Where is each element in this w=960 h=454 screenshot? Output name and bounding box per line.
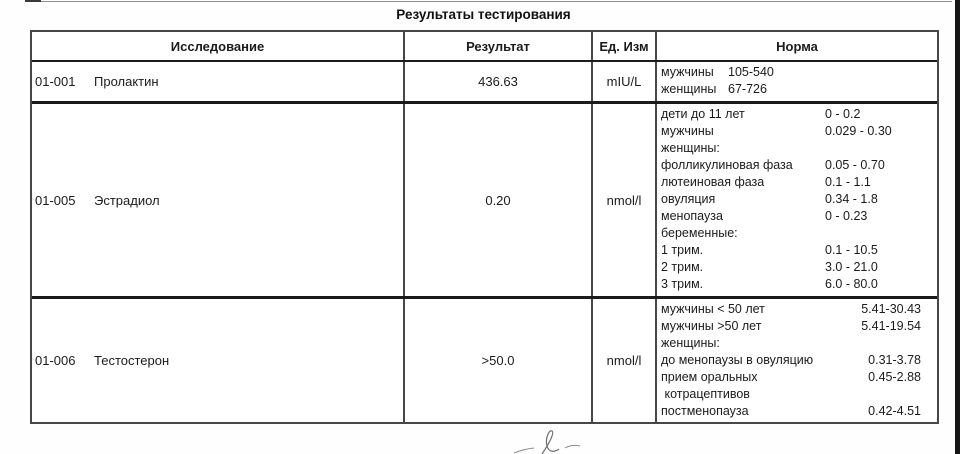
result-cell: >50.0 [403,299,591,422]
norm-line: фолликулиновая фаза 0.05 - 0.70 [661,157,935,174]
norm-label: мужчины [661,124,714,138]
norm-line: 1 трим. 0.1 - 10.5 [661,242,935,259]
norm-value: 67-726 [728,82,767,96]
test-name: Пролактин [94,74,159,89]
norm-value: 5.41-30.43 [861,302,921,316]
norm-line: женщины 67-726 [661,81,935,98]
norm-label: постменопауза [661,404,749,418]
norm-line: овуляция 0.34 - 1.8 [661,191,935,208]
norm-value: 5.41-19.54 [861,319,921,333]
norm-label: женщины: [661,141,720,155]
result-cell: 0.20 [403,104,591,296]
test-code: 01-006 [35,353,76,368]
norm-label: мужчины >50 лет [661,319,762,333]
norm-cell: мужчины < 50 лет 5.41-30.43 мужчины >50 л… [655,299,937,422]
norm-label: 2 трим. [661,260,704,274]
norm-line: 2 трим. 3.0 - 21.0 [661,259,935,276]
norm-cell: мужчины 105-540 женщины 67-726 [655,62,937,101]
test-name: Эстрадиол [94,192,160,208]
result-cell: 436.63 [403,62,591,101]
unit-cell: nmol/l [591,104,655,296]
page-title: Результаты тестирования [396,7,571,22]
norm-label: беременные: [661,226,738,240]
top-divider-accent [25,0,41,2]
col-header-test: Исследование [170,38,265,54]
norm-label: до менопаузы в овуляцию [661,353,817,367]
norm-line: 3 трим. 6.0 - 80.0 [661,276,935,293]
norm-line: прием оральных 0.45-2.88 [661,369,921,386]
norm-line: лютеиновая фаза 0.1 - 1.1 [661,174,935,191]
norm-line: дети до 11 лет 0 - 0.2 [661,106,935,123]
norm-label: мужчины < 50 лет [661,302,765,316]
norm-label: 3 трим. [661,277,704,291]
unit-cell: mIU/L [591,62,655,101]
norm-value: 0.1 - 1.1 [825,175,871,189]
table-row-estradiol: 01-005 Эстрадиол 0.20 nmol/l дети до 11 … [32,101,937,296]
norm-value: 6.0 - 80.0 [825,277,878,291]
table-row-prolactin: 01-001 Пролактин 436.63 mIU/L мужчины 105… [32,60,937,101]
unit-cell: nmol/l [591,299,655,422]
norm-line: постменопауза 0.42-4.51 [661,403,921,420]
norm-value: 0 - 0.23 [825,209,868,223]
norm-value [825,140,935,157]
norm-value: 0 - 0.2 [825,107,861,121]
norm-value [825,225,935,242]
norm-label: фолликулиновая фаза [661,158,793,172]
norm-label: лютеиновая фаза [661,175,765,189]
top-divider-line [25,1,952,2]
norm-value: 0.42-4.51 [868,404,921,418]
norm-value: 0.029 - 0.30 [825,124,892,138]
norm-label: овуляция [661,192,716,206]
norm-label: 1 трим. [661,243,704,257]
norm-value: 105-540 [728,65,774,79]
norm-line: до менопаузы в овуляцию 0.31-3.78 [661,352,921,369]
table-row-testosterone: 01-006 Тестостерон >50.0 nmol/l мужчины … [32,296,937,422]
test-code: 01-005 [35,192,76,208]
test-cell: 01-005 Эстрадиол [32,104,403,296]
table-header-row: Исследование Результат Ед. Изм Норма [32,32,937,60]
norm-value: 0.31-3.78 [868,353,921,367]
norm-line: мужчины < 50 лет 5.41-30.43 [661,301,921,318]
norm-label: менопауза [661,209,723,223]
norm-label: прием оральных [661,370,758,384]
test-cell: 01-006 Тестостерон [32,299,403,422]
test-cell: 01-001 Пролактин [32,62,403,101]
norm-label: женщины: [661,336,720,350]
norm-label: дети до 11 лет [661,107,745,121]
norm-label: котрацептивов [661,387,750,401]
norm-line: мужчины 105-540 [661,64,935,81]
col-header-norm: Норма [655,32,937,60]
norm-line: женщины: [661,140,935,157]
signature-scribble [512,427,602,454]
norm-value: 0.05 - 0.70 [825,158,885,172]
norm-line: беременные: [661,225,935,242]
norm-value: 0.45-2.88 [868,370,921,384]
norm-line: мужчины 0.029 - 0.30 [661,123,935,140]
norm-cell: дети до 11 лет 0 - 0.2 мужчины 0.029 - 0.3… [655,104,937,296]
test-name: Тестостерон [94,353,170,368]
norm-value: 3.0 - 21.0 [825,260,878,274]
norm-label: мужчины [661,65,714,79]
norm-label: женщины [661,82,717,96]
norm-line: котрацептивов [661,386,921,403]
window-right-edge [955,0,960,454]
col-header-unit: Ед. Изм [591,32,655,60]
col-header-result: Результат [403,32,591,60]
norm-line: женщины: [661,335,921,352]
norm-line: менопауза 0 - 0.23 [661,208,935,225]
results-table: Исследование Результат Ед. Изм Норма 01-… [30,30,939,424]
test-code: 01-001 [35,74,76,89]
norm-value: 0.34 - 1.8 [825,192,878,206]
norm-line: мужчины >50 лет 5.41-19.54 [661,318,921,335]
norm-value: 0.1 - 10.5 [825,243,878,257]
